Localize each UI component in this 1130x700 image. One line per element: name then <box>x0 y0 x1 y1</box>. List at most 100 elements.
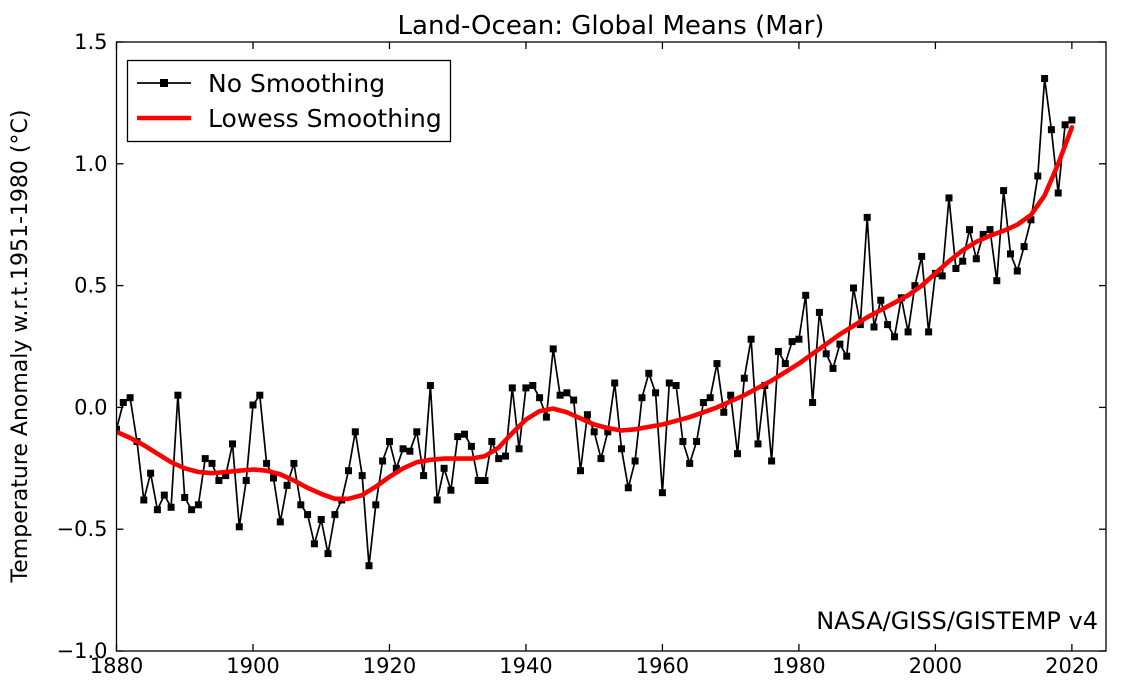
chart-title: Land-Ocean: Global Means (Mar) <box>398 11 825 41</box>
data-point-marker <box>440 464 448 472</box>
data-point-marker <box>392 464 400 472</box>
data-point-marker <box>665 379 673 387</box>
data-point-marker <box>604 428 612 436</box>
data-point-marker <box>310 540 318 548</box>
data-point-marker <box>727 391 735 399</box>
data-point-marker <box>474 477 482 484</box>
data-point-marker <box>843 352 851 360</box>
data-point-marker <box>1061 121 1069 129</box>
data-point-marker <box>972 255 980 263</box>
data-point-marker <box>993 277 1001 285</box>
data-point-marker <box>966 226 973 234</box>
data-point-marker <box>454 433 462 441</box>
data-point-marker <box>413 428 421 436</box>
data-point-marker <box>563 389 571 397</box>
data-point-marker <box>242 477 250 484</box>
data-point-marker <box>276 518 284 526</box>
data-point-marker <box>1013 267 1021 275</box>
data-point-marker <box>836 340 844 348</box>
series-group <box>116 75 1076 570</box>
data-point-marker <box>508 384 516 392</box>
data-point-marker <box>502 452 509 460</box>
data-point-marker <box>488 438 496 445</box>
data-point-marker <box>167 503 175 511</box>
data-point-marker <box>631 457 639 465</box>
data-point-marker <box>618 445 625 453</box>
data-point-marker <box>1054 189 1062 197</box>
data-point-marker <box>229 440 236 448</box>
y-tick-label: 1.5 <box>74 30 107 54</box>
data-point-marker <box>406 447 414 455</box>
data-point-marker <box>222 472 230 480</box>
data-point-marker <box>658 489 666 497</box>
data-point-marker <box>188 506 196 514</box>
plot-area: 1880 1900 1920 1940 1960 1980 2000 2020 −1.0 −0.5… <box>57 30 1106 678</box>
data-point-marker <box>672 382 680 389</box>
legend-box <box>126 59 452 143</box>
y-tick-label: 0.5 <box>74 274 107 298</box>
lowess-line <box>116 125 1075 502</box>
x-tick-label: 1980 <box>772 654 825 678</box>
data-point-marker <box>570 396 578 404</box>
data-point-marker <box>549 345 557 353</box>
data-point-marker <box>270 474 277 482</box>
y-tick-label: 0.0 <box>74 395 107 419</box>
data-point-marker <box>529 382 537 389</box>
data-point-marker <box>249 401 257 409</box>
data-point-marker <box>140 496 148 504</box>
data-point-marker <box>952 265 960 272</box>
data-point-marker <box>740 374 748 382</box>
data-point-marker <box>1000 187 1008 195</box>
data-point-marker <box>979 230 987 238</box>
x-tick-label: 2000 <box>909 654 962 678</box>
data-point-marker <box>884 321 892 329</box>
data-point-marker <box>119 399 127 406</box>
data-point-marker <box>1034 172 1042 180</box>
data-point-marker <box>809 399 817 406</box>
data-point-marker <box>1027 216 1035 224</box>
axes-frame <box>115 41 1107 652</box>
data-point-marker <box>1068 116 1076 124</box>
data-point-marker <box>795 335 803 343</box>
data-point-marker <box>734 450 741 458</box>
data-point-marker <box>802 291 810 299</box>
x-tick-label: 1960 <box>636 654 689 678</box>
data-point-marker <box>372 501 380 509</box>
legend-no-smoothing-label: No Smoothing <box>208 69 385 98</box>
data-point-marker <box>283 481 291 489</box>
x-tick-label: 2020 <box>1045 654 1098 678</box>
data-point-marker <box>208 459 216 467</box>
data-point-marker <box>522 384 530 392</box>
data-point-marker <box>297 501 305 509</box>
data-point-marker <box>829 364 837 372</box>
data-point-marker <box>768 457 776 465</box>
data-point-marker <box>433 496 441 504</box>
data-point-marker <box>174 391 182 399</box>
data-point-marker <box>754 440 762 448</box>
data-point-marker <box>822 350 830 358</box>
data-point-marker <box>720 408 728 416</box>
data-point-marker <box>235 523 243 531</box>
data-point-marker <box>153 506 161 514</box>
data-point-marker <box>290 459 298 467</box>
data-point-marker <box>542 413 550 421</box>
data-point-marker <box>345 467 352 475</box>
data-point-marker <box>351 428 359 436</box>
data-point-marker <box>515 445 523 453</box>
legend: No Smoothing Lowess Smoothing <box>126 59 452 143</box>
data-point-marker <box>938 272 946 280</box>
data-point-marker <box>256 391 264 399</box>
data-point-marker <box>945 194 953 202</box>
data-point-marker <box>358 472 366 480</box>
data-point-marker <box>706 394 714 402</box>
data-point-marker <box>1007 250 1014 258</box>
data-point-marker <box>679 438 687 445</box>
data-point-marker <box>624 484 632 492</box>
data-point-marker <box>781 360 789 368</box>
data-point-marker <box>447 486 455 494</box>
y-axis-label: Temperature Anomaly w.r.t.1951-1980 (°C) <box>8 110 33 584</box>
data-point-marker <box>420 472 428 480</box>
no-smoothing-line <box>116 77 1073 567</box>
